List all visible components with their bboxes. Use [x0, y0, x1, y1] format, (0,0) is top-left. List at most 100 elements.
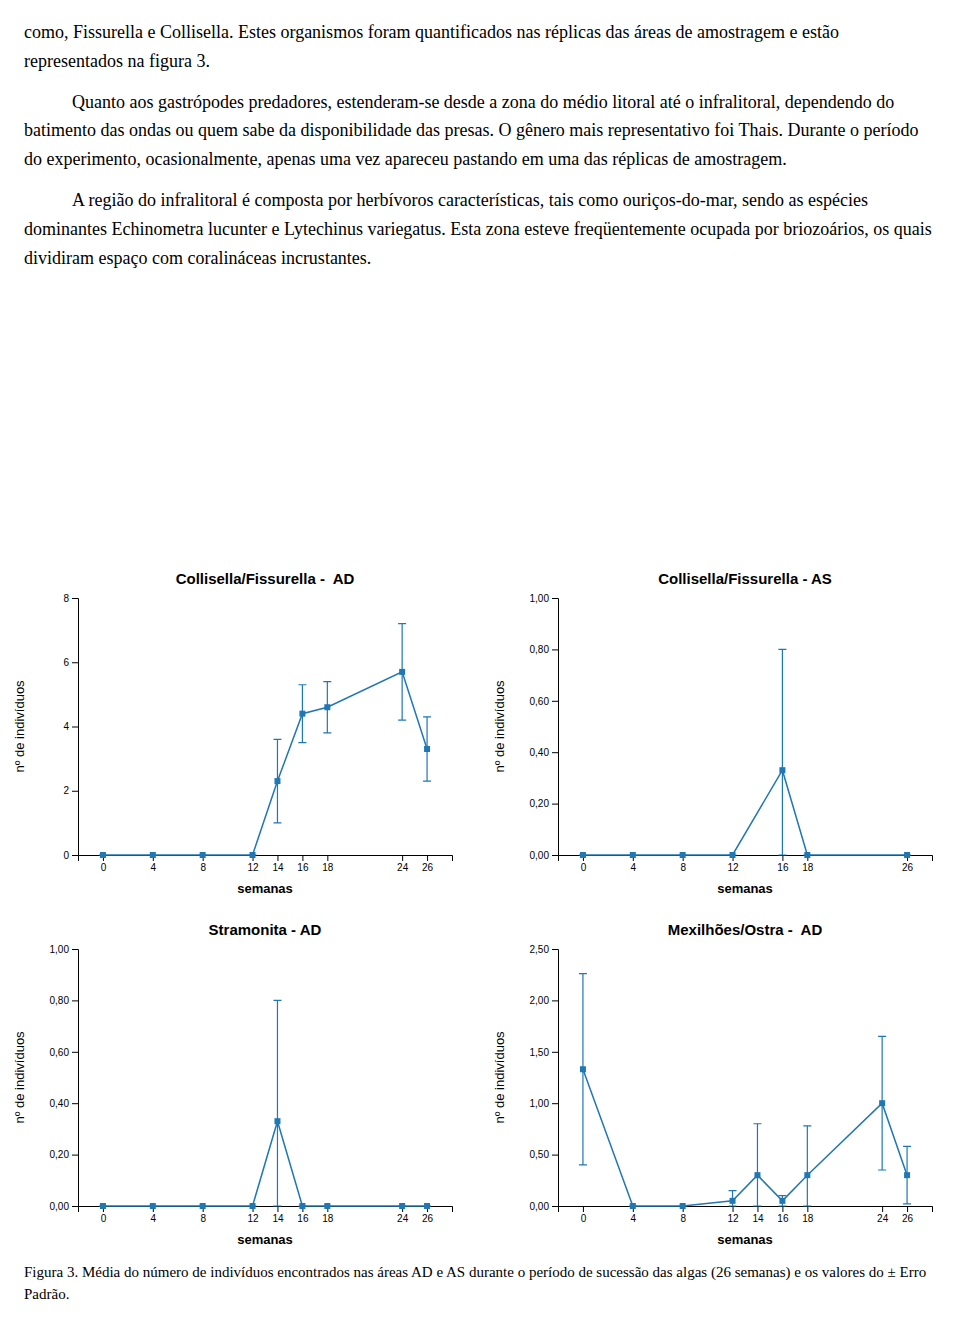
- x-axis-title: semanas: [237, 1232, 293, 1247]
- y-axis-tick: 0,40: [530, 747, 558, 758]
- tick-label: 16: [297, 1213, 309, 1224]
- markers: [100, 669, 430, 858]
- y-axis-title: nº de indivíduos: [492, 1031, 507, 1124]
- tick-label: 24: [877, 1213, 889, 1224]
- tick-mark: [72, 598, 78, 599]
- y-axis: 0,000,200,400,600,801,00: [530, 593, 559, 861]
- tick-mark: [72, 727, 78, 728]
- y-axis-tick: 0,00: [530, 850, 558, 861]
- tick-label: 26: [902, 862, 914, 873]
- point: [779, 767, 785, 773]
- point: [324, 1203, 330, 1209]
- x-axis-tick: 16: [777, 1206, 789, 1224]
- point: [424, 746, 430, 752]
- series-line: [583, 1069, 907, 1206]
- x-axis-tick: 24: [877, 1206, 889, 1224]
- tick-label: 4: [151, 1213, 157, 1224]
- tick-label: 8: [200, 862, 206, 873]
- x-axis-tick: 16: [777, 855, 789, 873]
- y-axis-tick: 1,00: [530, 593, 558, 604]
- tick-mark: [72, 1052, 78, 1053]
- point: [150, 1203, 156, 1209]
- tick-label: 6: [63, 657, 69, 668]
- error-bars: [99, 624, 431, 855]
- error-bar: [803, 1126, 811, 1206]
- tick-label: 24: [397, 862, 409, 873]
- y-axis-tick: 0: [63, 850, 78, 861]
- tick-mark: [327, 855, 328, 861]
- x-axis-tick: 14: [272, 855, 284, 873]
- body-paragraph: como, Fissurella e Collisella. Estes org…: [24, 18, 934, 76]
- tick-label: 0,00: [530, 850, 550, 861]
- x-axis-line: [79, 1207, 453, 1213]
- y-axis-line: [552, 599, 559, 856]
- tick-label: 26: [902, 1213, 914, 1224]
- x-axis-line: [559, 856, 933, 862]
- point: [324, 704, 330, 710]
- tick-label: 8: [680, 862, 686, 873]
- point: [754, 1172, 760, 1178]
- y-axis-title: nº de indivíduos: [12, 1031, 27, 1124]
- point: [904, 852, 910, 858]
- point: [730, 852, 736, 858]
- x-axis-title: semanas: [717, 881, 773, 896]
- tick-label: 0: [101, 1213, 107, 1224]
- tick-label: 14: [272, 862, 284, 873]
- y-axis: 0,000,200,400,600,801,00: [50, 944, 79, 1212]
- point: [630, 1203, 636, 1209]
- point: [250, 1203, 256, 1209]
- error-bar: [579, 974, 587, 1165]
- x-axis-tick: 14: [272, 1206, 284, 1224]
- tick-mark: [583, 1206, 584, 1212]
- tick-mark: [552, 1155, 558, 1156]
- y-axis-tick: 0,40: [50, 1098, 78, 1109]
- chart-title: Stramonita - AD: [209, 921, 322, 938]
- x-axis-tick: 18: [322, 855, 334, 873]
- error-bar: [778, 649, 786, 855]
- tick-label: 12: [727, 1213, 739, 1224]
- x-axis-tick: 26: [422, 855, 434, 873]
- tick-label: 2,00: [530, 995, 550, 1006]
- tick-label: 24: [397, 1213, 409, 1224]
- markers: [580, 767, 910, 858]
- point: [250, 852, 256, 858]
- tick-mark: [72, 1155, 78, 1156]
- tick-mark: [552, 1000, 558, 1001]
- tick-mark: [302, 855, 303, 861]
- point: [424, 1203, 430, 1209]
- x-axis: 04812161826: [559, 855, 933, 873]
- chart: 0481214161824260,000,200,400,600,801,00S…: [12, 921, 453, 1247]
- x-axis: 048121416182426: [559, 1206, 933, 1224]
- plot-area: [579, 974, 911, 1209]
- error-bar: [729, 1191, 737, 1206]
- error-bar: [903, 1146, 911, 1204]
- series-line: [103, 672, 427, 855]
- point: [150, 852, 156, 858]
- tick-label: 12: [247, 1213, 259, 1224]
- error-bars: [579, 974, 911, 1206]
- charts: 0 4 8 12 14 16 18 24 26 0 24 6 8 Collisella/Fissurell…: [0, 560, 960, 1260]
- tick-mark: [552, 752, 558, 753]
- tick-label: 0,00: [530, 1201, 550, 1212]
- tick-label: 1,50: [530, 1047, 550, 1058]
- tick-label: 4: [63, 721, 69, 732]
- tick-label: 14: [272, 1213, 284, 1224]
- plot-area: [99, 1000, 431, 1209]
- x-axis-tick: 16: [297, 855, 309, 873]
- y-axis: 0,000,501,001,502,002,50: [530, 944, 559, 1212]
- tick-label: 0: [581, 1213, 587, 1224]
- error-bar: [423, 717, 431, 781]
- point: [680, 1203, 686, 1209]
- point: [904, 1172, 910, 1178]
- tick-mark: [807, 1206, 808, 1212]
- point: [779, 1198, 785, 1204]
- tick-label: 16: [777, 1213, 789, 1224]
- series-line: [103, 1121, 427, 1206]
- tick-mark: [552, 1206, 558, 1207]
- y-axis-tick: 0,00: [50, 1201, 78, 1212]
- chart-title: Collisella/Fissurella - AD: [176, 570, 355, 587]
- tick-mark: [427, 855, 428, 861]
- y-axis-tick: 1,00: [530, 1098, 558, 1109]
- chart-title: Collisella/Fissurella - AS: [658, 570, 832, 587]
- plot-area: [579, 649, 911, 858]
